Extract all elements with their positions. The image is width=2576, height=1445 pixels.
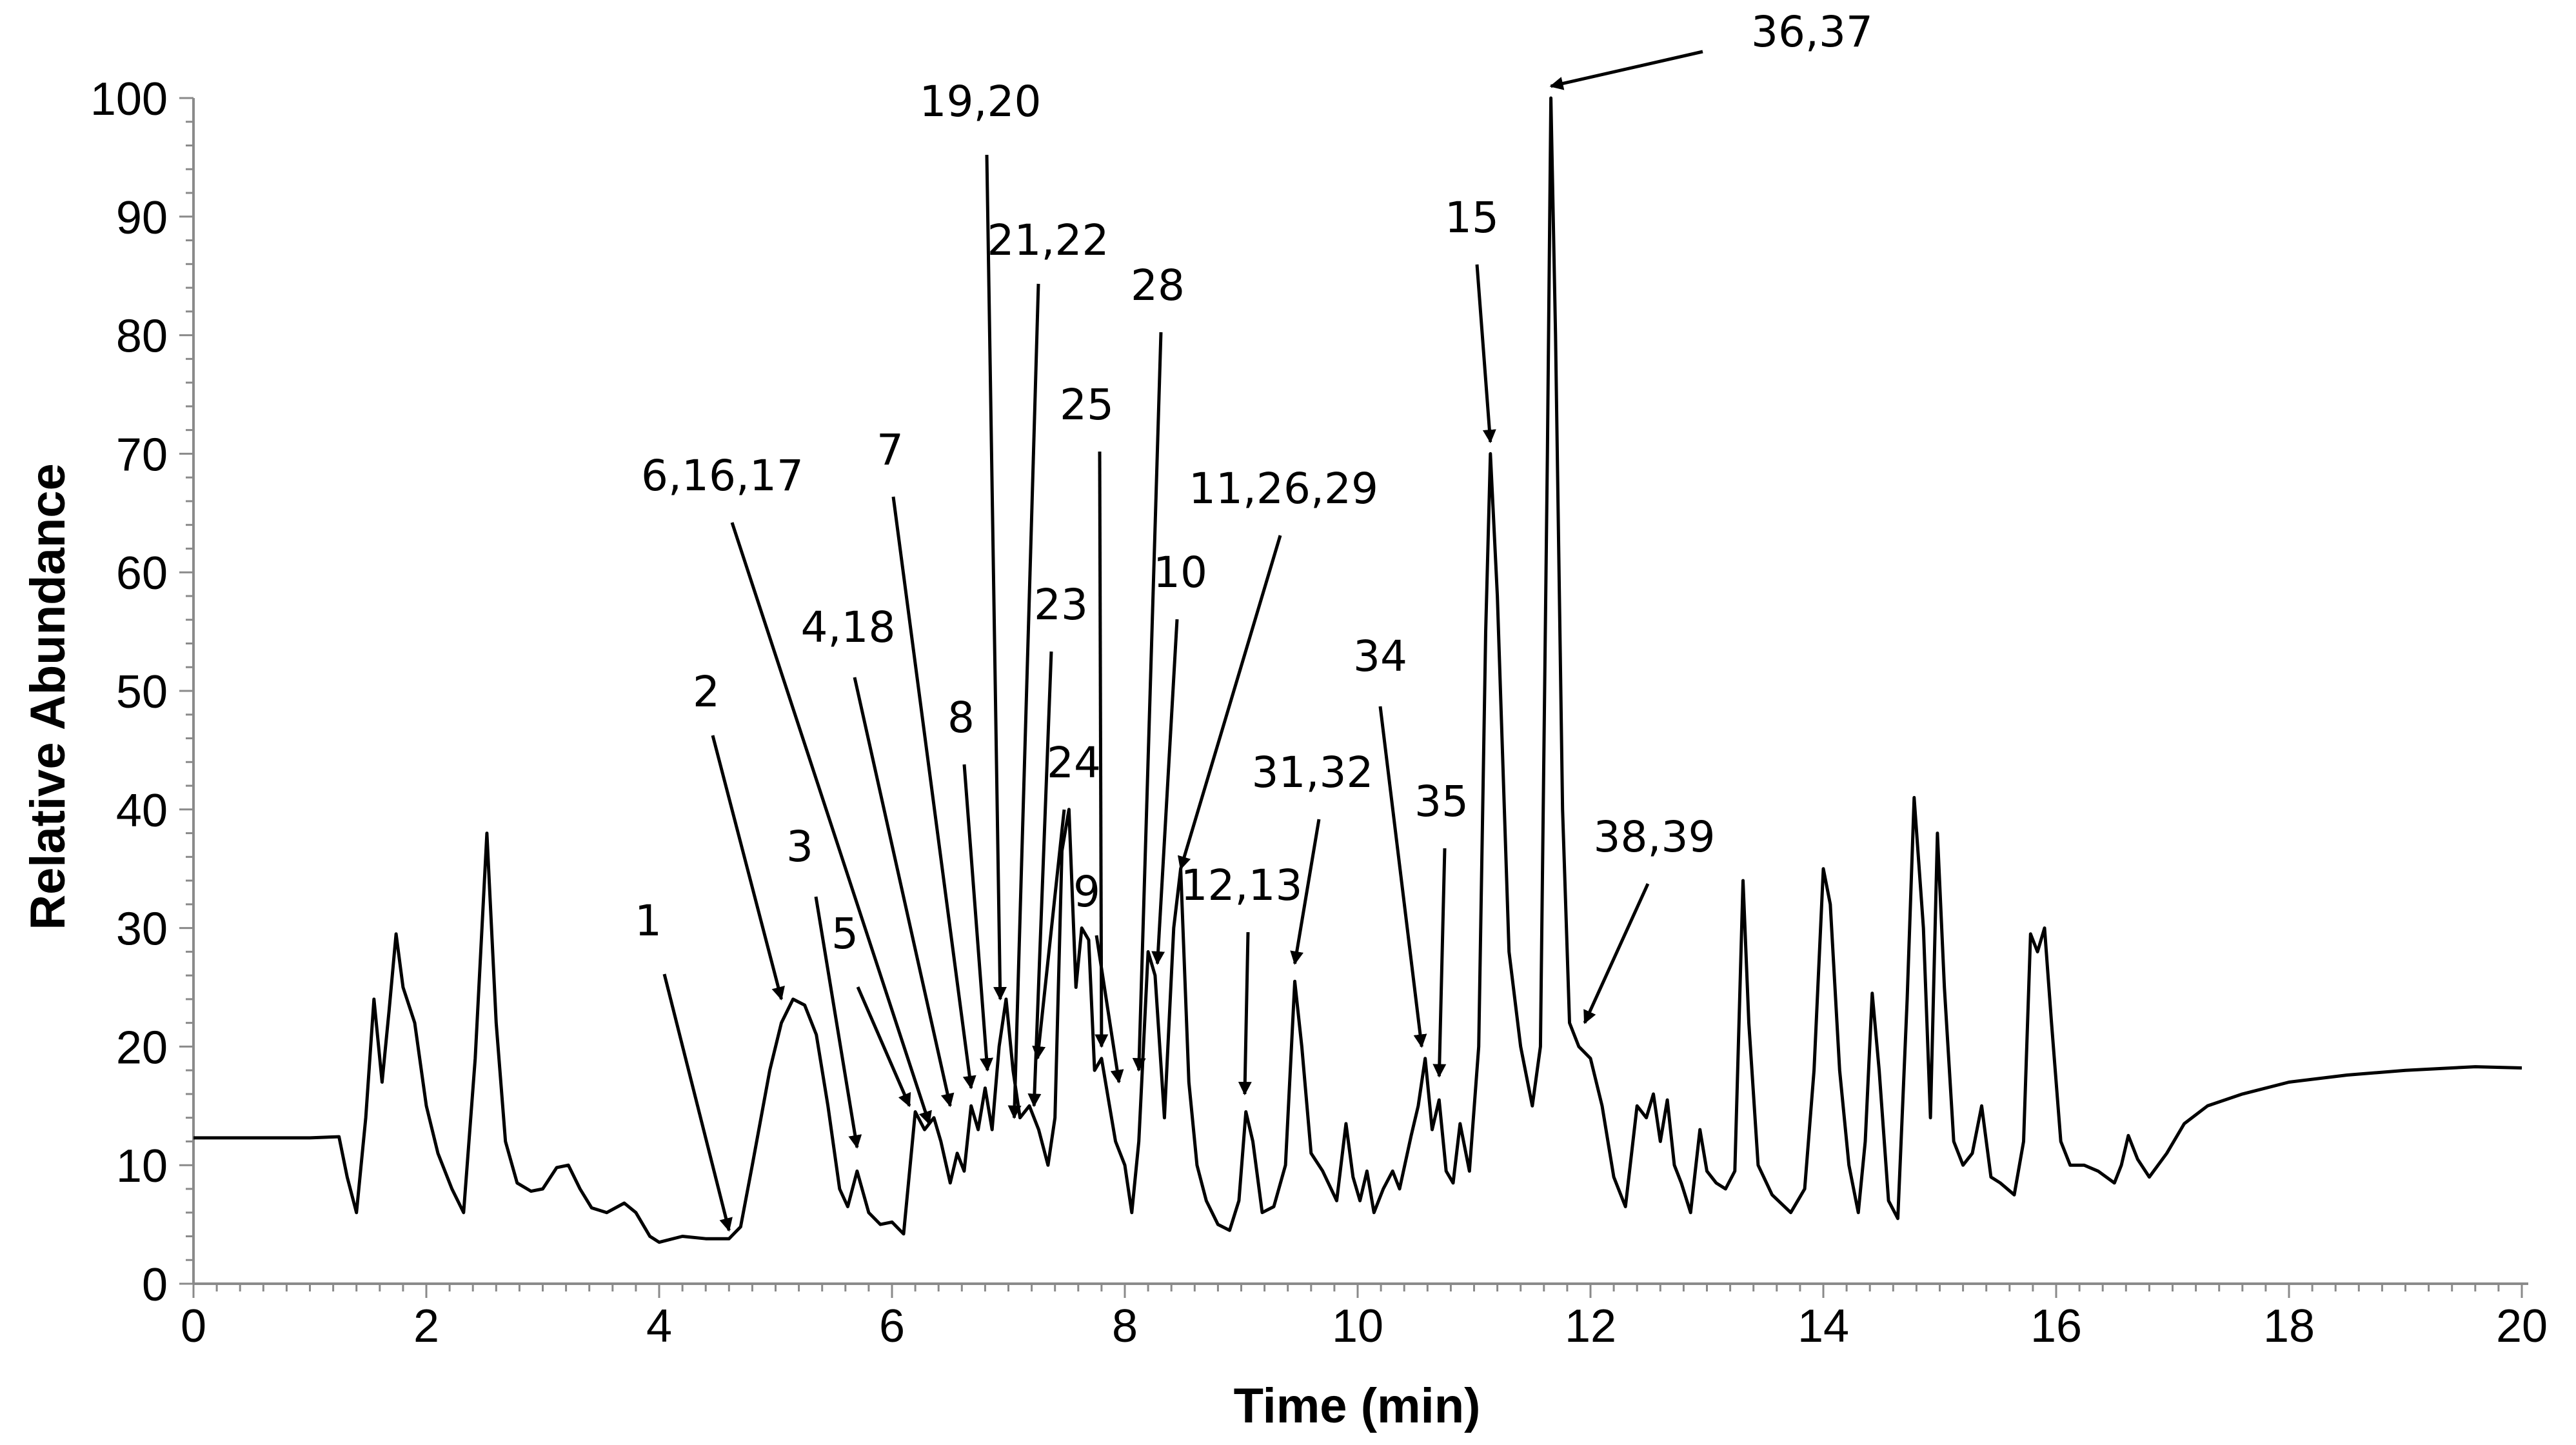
annotation-arrow [985,154,1007,1001]
annotation-label: 1 [635,896,662,946]
annotation-arrow [1432,848,1447,1078]
annotation-label: 6,16,17 [641,451,804,501]
y-axis-title: Relative Abundance [21,463,75,930]
annotation-arrow [1027,651,1053,1108]
annotation-arrow [1151,619,1179,965]
annotation-label: 34 [1353,632,1407,681]
y-tick-label: 60 [116,548,168,599]
annotation-arrow [1132,332,1163,1072]
annotation-arrow [711,735,785,1001]
y-tick-label: 30 [116,904,168,955]
y-tick-label: 20 [116,1022,168,1073]
y-tick-label: 50 [116,666,168,718]
annotation-arrow [1238,932,1252,1096]
x-tick-label: 14 [1798,1300,1849,1352]
y-tick-label: 80 [116,311,168,363]
annotation-label: 5 [831,909,858,959]
annotation-label: 11,26,29 [1189,464,1378,513]
x-tick-label: 2 [413,1300,439,1352]
annotation-arrow [814,896,862,1149]
annotation-arrow [1583,882,1650,1024]
annotation-label: 25 [1060,380,1114,430]
y-tick-label: 40 [116,785,168,837]
annotation-arrow [1475,264,1496,444]
y-tick-label: 100 [90,74,168,125]
annotation-label: 12,13 [1181,861,1303,910]
y-tick-label: 0 [142,1259,168,1311]
annotation-label: 38,39 [1594,812,1716,862]
annotation-label: 36,37 [1751,7,1873,57]
annotation-arrow [1290,819,1321,965]
series-line [193,96,2522,1244]
peak-annotations: 12356,16,174,187819,2021,222324259281011… [635,7,1873,1232]
x-tick-label: 20 [2496,1300,2548,1352]
annotation-arrow [853,677,955,1108]
annotation-label: 24 [1047,738,1101,788]
annotation-label: 8 [947,693,975,742]
annotation-label: 7 [877,425,904,475]
annotation-label: 35 [1414,777,1469,826]
x-tick-label: 6 [879,1300,905,1352]
annotation-label: 31,32 [1252,748,1374,797]
annotation-label: 19,20 [920,77,1042,126]
annotation-label: 15 [1445,193,1499,243]
x-tick-label: 10 [1332,1300,1383,1352]
annotation-label: 4,18 [801,603,896,652]
annotation-arrow [662,973,733,1232]
x-tick-label: 18 [2263,1300,2315,1352]
annotation-label: 9 [1073,867,1100,917]
annotation-arrow [1007,283,1040,1119]
annotation-arrow [1378,706,1427,1048]
x-tick-label: 0 [181,1300,206,1352]
annotation-label: 23 [1034,580,1088,630]
annotation-label: 21,22 [987,215,1109,265]
annotation-arrow [962,764,994,1072]
annotation-arrow [1032,809,1066,1060]
annotation-label: 10 [1153,548,1207,597]
y-tick-label: 10 [116,1141,168,1192]
x-axis-title: Time (min) [1234,1379,1481,1433]
annotation-arrow [1549,50,1703,90]
x-tick-label: 16 [2030,1300,2082,1352]
annotation-arrow [1177,535,1282,870]
annotation-arrow [730,522,932,1125]
y-tick-label: 70 [116,429,168,481]
annotation-label: 2 [693,667,720,717]
annotation-arrow [1095,451,1109,1048]
annotation-label: 3 [786,822,813,872]
x-tick-label: 4 [646,1300,672,1352]
x-tick-label: 12 [1565,1300,1616,1352]
plot-area [193,96,2522,1244]
annotation-label: 28 [1131,261,1185,310]
annotation-arrow [1095,935,1124,1084]
x-tick-label: 8 [1112,1300,1138,1352]
y-tick-label: 90 [116,192,168,244]
annotation-arrow [891,496,976,1090]
annotation-arrow [856,986,911,1108]
